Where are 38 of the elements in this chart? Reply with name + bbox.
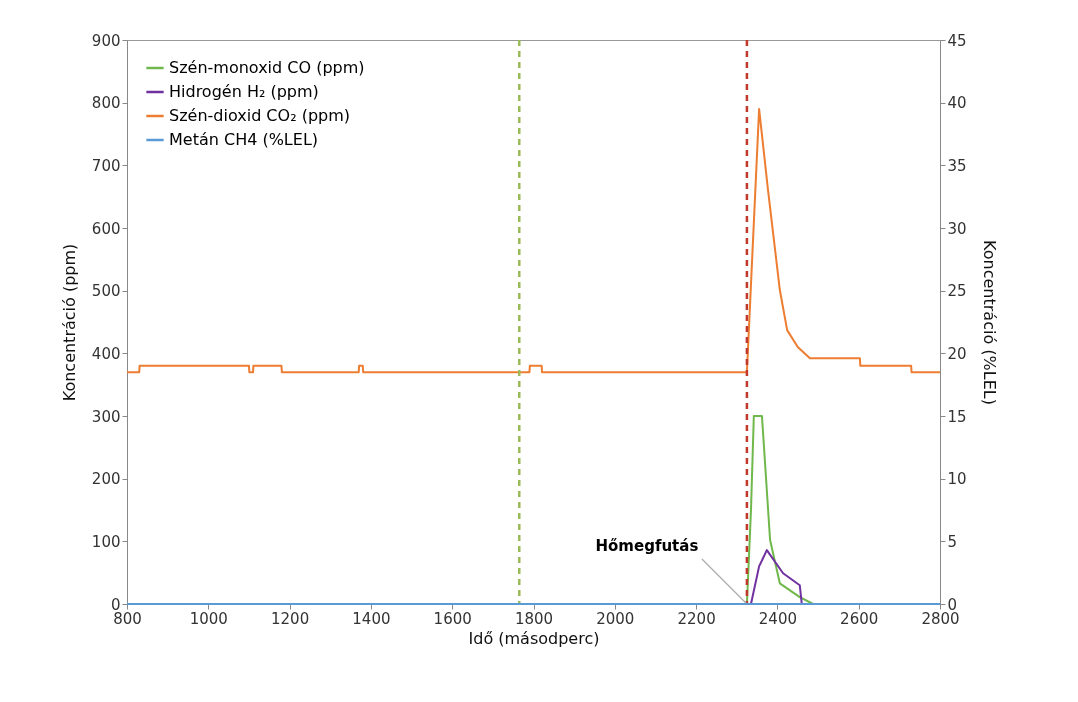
line-series bbox=[126, 107, 941, 374]
y2-tick-label: 5 bbox=[947, 532, 958, 551]
x-tick-label: 2000 bbox=[596, 609, 635, 628]
y-tick-label: 500 bbox=[91, 282, 121, 301]
y2-tick-label: 10 bbox=[947, 470, 967, 489]
y-tick-label: 400 bbox=[91, 344, 121, 363]
y2-tick-label: 20 bbox=[947, 344, 967, 363]
legend-label: Szén-dioxid CO₂ (ppm) bbox=[169, 106, 351, 125]
y-tick-label: 300 bbox=[91, 407, 121, 426]
x-tick-label: 2200 bbox=[677, 609, 716, 628]
x-tick-label: 2400 bbox=[758, 609, 797, 628]
x-tick-label: 800 bbox=[113, 609, 142, 628]
x-tick-label: 1600 bbox=[433, 609, 472, 628]
x-tick-label: 2600 bbox=[840, 609, 879, 628]
x-tick-label: 1200 bbox=[271, 609, 310, 628]
y2-tick-label: 30 bbox=[947, 219, 967, 238]
y2-tick-label: 40 bbox=[947, 94, 967, 113]
x-tick-label: 1800 bbox=[514, 609, 554, 628]
y2-tick-label: 25 bbox=[947, 282, 967, 301]
x-tick-label: 2800 bbox=[921, 609, 960, 628]
y2-tick-label: 15 bbox=[947, 407, 967, 426]
y-tick-label: 900 bbox=[91, 31, 121, 50]
legend-label: Metán CH4 (%LEL) bbox=[169, 130, 319, 149]
y-tick-label: 600 bbox=[91, 219, 121, 238]
y2-axis-title: Koncentráció (%LEL) bbox=[979, 240, 999, 405]
y-tick-label: 100 bbox=[91, 532, 121, 551]
y-axis-title: Koncentráció (ppm) bbox=[59, 243, 79, 402]
y-tick-label: 800 bbox=[91, 94, 121, 113]
y-tick-label: 200 bbox=[91, 470, 121, 489]
y2-tick-label: 45 bbox=[947, 31, 967, 50]
y2-tick-label: 35 bbox=[947, 156, 967, 175]
x-tick-label: 1400 bbox=[352, 609, 391, 628]
x-tick-label: 1000 bbox=[189, 609, 228, 628]
y-tick-label: 700 bbox=[91, 156, 121, 175]
x-axis-title: Idő (másodperc) bbox=[468, 628, 600, 648]
annotation: Hőmegfutás bbox=[595, 537, 699, 555]
legend-label: Szén-monoxid CO (ppm) bbox=[169, 58, 365, 77]
legend-label: Hidrogén H₂ (ppm) bbox=[169, 82, 319, 101]
